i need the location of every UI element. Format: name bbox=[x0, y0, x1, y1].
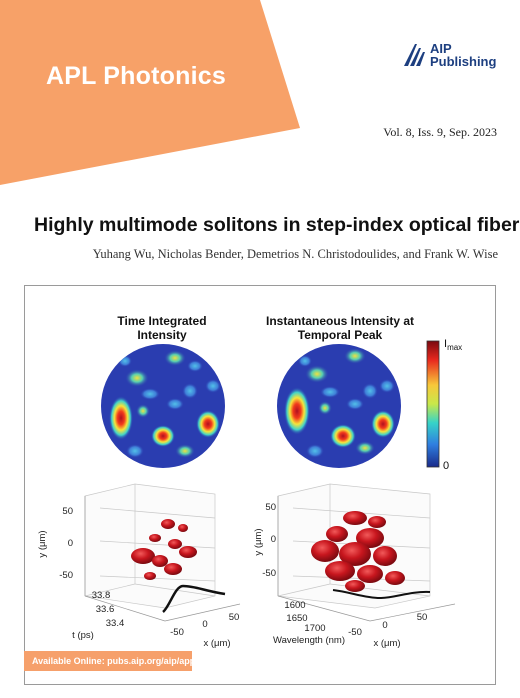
left-pulse-trace bbox=[162, 584, 226, 613]
left-x-tick-2: 50 bbox=[229, 612, 240, 623]
left-y-axis-label: y (μm) bbox=[37, 530, 48, 557]
right-x-tick-1: 0 bbox=[382, 620, 387, 631]
left-x-tick-0: -50 bbox=[170, 627, 184, 638]
left-title-line2: Intensity bbox=[137, 328, 187, 342]
right-w-axis-label: Wavelength (nm) bbox=[273, 635, 345, 646]
right-y-tick-0: 50 bbox=[265, 502, 276, 513]
colorbar-min-label: 0 bbox=[443, 460, 450, 472]
left-y-tick-0: 50 bbox=[62, 506, 73, 517]
left-t-tick-2: 33.4 bbox=[106, 618, 125, 629]
left-t-tick-0: 33.8 bbox=[92, 590, 111, 601]
right-panel-title: Instantaneous Intensity at Temporal Peak bbox=[250, 314, 430, 342]
journal-banner bbox=[0, 0, 300, 185]
availability-banner[interactable]: Available Online: pubs.aip.org/aip/app bbox=[24, 651, 195, 671]
colorbar-max-label: Imax bbox=[444, 338, 462, 352]
right-y-tick-2: -50 bbox=[262, 568, 276, 579]
right-w-tick-2: 1700 bbox=[304, 623, 325, 634]
publisher-name: AIP Publishing bbox=[430, 42, 496, 68]
publisher-line2: Publishing bbox=[430, 54, 497, 69]
right-w-tick-0: 1600 bbox=[284, 600, 305, 611]
right-x-axis-label: x (μm) bbox=[373, 638, 400, 649]
right-y-tick-1: 0 bbox=[271, 534, 276, 545]
article-authors: Yuhang Wu, Nicholas Bender, Demetrios N.… bbox=[92, 247, 498, 261]
right-axis-labels: 50 0 -50 y (μm) 1600 1650 1700 Wavelengt… bbox=[253, 502, 427, 649]
left-t-axis-label: t (ps) bbox=[72, 630, 94, 641]
right-w-tick-1: 1650 bbox=[286, 613, 307, 624]
left-axis-labels: 50 0 -50 y (μm) 33.8 33.6 33.4 t (ps) -5… bbox=[37, 506, 239, 649]
right-spectrum-trace bbox=[332, 589, 431, 600]
figure-graphics: 50 0 -50 y (μm) 33.8 33.6 33.4 t (ps) -5… bbox=[37, 340, 456, 649]
right-x-tick-0: -50 bbox=[348, 627, 362, 638]
aip-logo-icon bbox=[404, 44, 425, 66]
colorbar bbox=[426, 340, 440, 468]
cover-figure: Time Integrated Intensity Instantaneous … bbox=[24, 285, 496, 685]
right-x-tick-2: 50 bbox=[417, 612, 428, 623]
publisher-line1: AIP bbox=[430, 41, 452, 56]
right-title-line2: Temporal Peak bbox=[297, 328, 383, 342]
left-y-tick-2: -50 bbox=[59, 570, 73, 581]
left-panel-title: Time Integrated Intensity bbox=[87, 314, 237, 342]
colorbar-max-sub: max bbox=[447, 343, 463, 353]
left-title-line1: Time Integrated bbox=[117, 314, 207, 328]
right-intensity-disc bbox=[277, 344, 401, 468]
left-soliton-blobs bbox=[131, 519, 197, 580]
left-x-tick-1: 0 bbox=[202, 619, 207, 630]
left-x-axis-label: x (μm) bbox=[203, 638, 230, 649]
right-y-axis-label: y (μm) bbox=[253, 528, 264, 555]
issue-info: Vol. 8, Iss. 9, Sep. 2023 bbox=[383, 125, 497, 139]
left-intensity-disc bbox=[101, 344, 225, 468]
right-soliton-blobs bbox=[311, 511, 405, 592]
journal-title: APL Photonics bbox=[46, 62, 226, 90]
right-title-line1: Instantaneous Intensity at bbox=[265, 314, 415, 328]
left-t-tick-1: 33.6 bbox=[96, 604, 115, 615]
left-y-tick-1: 0 bbox=[68, 538, 73, 549]
colorbar-max-base: I bbox=[444, 338, 448, 350]
left-3d-plot bbox=[84, 483, 241, 622]
article-title: Highly multimode solitons in step-index … bbox=[34, 214, 520, 236]
